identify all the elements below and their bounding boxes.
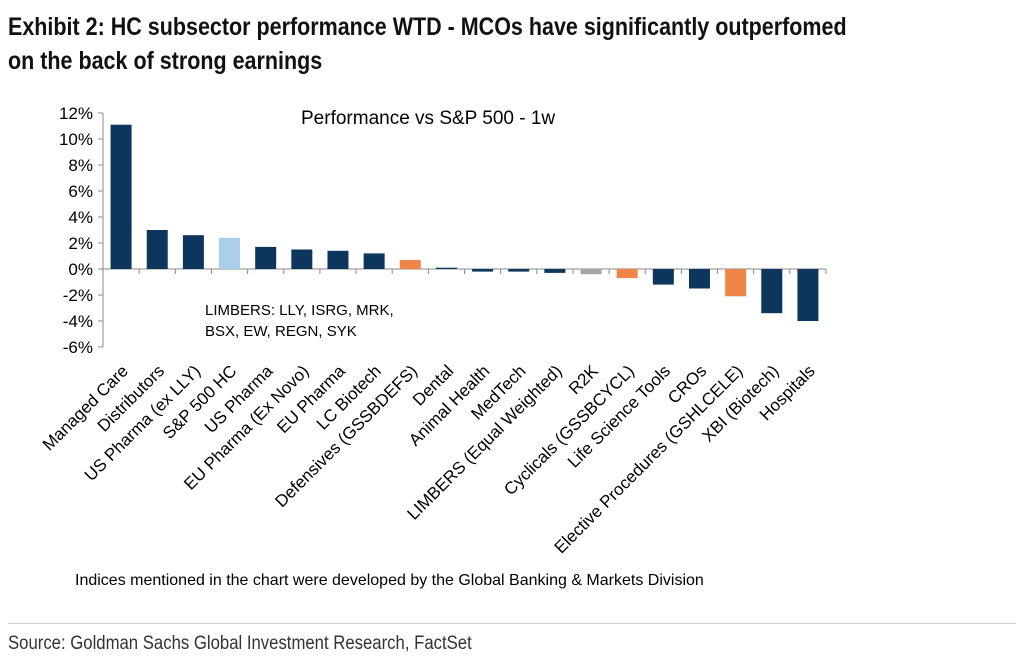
bar <box>363 253 385 269</box>
y-axis: -6% -4% -2% 0% 2% 4% 6% 8% 10% 12% <box>59 104 827 357</box>
bar <box>219 237 241 269</box>
chart-title: Performance vs S&P 500 - 1w <box>301 108 555 129</box>
y-tick-label: 2% <box>68 234 93 253</box>
bar <box>725 269 747 297</box>
source-note: Source: Goldman Sachs Global Investment … <box>8 633 472 654</box>
bar <box>761 269 783 314</box>
bar <box>544 269 566 273</box>
bar-chart: -6% -4% -2% 0% 2% 4% 6% 8% 10% 12% Managed CareDi… <box>39 104 827 557</box>
y-tick-label: 10% <box>59 130 93 149</box>
limbers-annotation: LIMBERS: LLY, ISRG, MRK, BSX, EW, REGN, S… <box>205 302 394 340</box>
bar <box>327 250 349 269</box>
bar <box>110 124 132 269</box>
bar <box>797 269 819 321</box>
y-tick-label: -2% <box>63 286 93 305</box>
bar <box>472 269 494 272</box>
exhibit-title: Exhibit 2: HC subsector performance WTD … <box>8 13 847 75</box>
bar <box>508 269 530 272</box>
bar <box>399 259 421 269</box>
y-tick-label: 12% <box>59 104 93 123</box>
bar <box>435 267 457 269</box>
y-tick-label: 4% <box>68 208 93 227</box>
bars <box>110 124 819 321</box>
bar <box>291 249 313 269</box>
y-tick-label: 6% <box>68 182 93 201</box>
bar <box>616 269 638 279</box>
y-tick-label: -4% <box>63 312 93 331</box>
bar <box>182 235 204 269</box>
divider <box>8 623 1016 624</box>
y-tick-label: 8% <box>68 156 93 175</box>
bar <box>255 246 277 269</box>
y-tick-label: 0% <box>68 260 93 279</box>
bar <box>688 269 710 289</box>
y-tick-label: -6% <box>63 338 93 357</box>
indices-note: Indices mentioned in the chart were deve… <box>75 572 704 589</box>
annotation-line: BSX, EW, REGN, SYK <box>205 323 357 340</box>
annotation-line: LIMBERS: LLY, ISRG, MRK, <box>205 302 394 319</box>
bar <box>146 230 168 269</box>
bar <box>652 269 674 285</box>
bar <box>580 269 602 275</box>
